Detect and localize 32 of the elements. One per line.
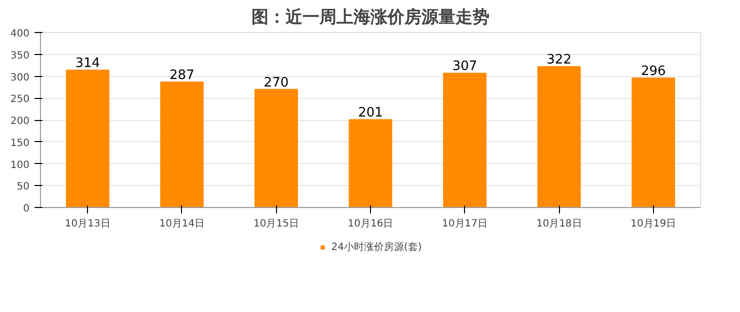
bar <box>632 78 676 208</box>
data-label: 314 <box>75 56 100 72</box>
bar <box>254 88 298 208</box>
y-tick-label: 300 <box>10 72 30 84</box>
y-tick-label: 350 <box>10 50 30 62</box>
data-label: 307 <box>452 59 478 74</box>
x-tick-label: 10月16日 <box>348 218 394 230</box>
x-tick-label: 10月14日 <box>159 218 205 230</box>
data-label: 322 <box>546 52 572 68</box>
data-label: 296 <box>640 64 666 79</box>
data-label: 287 <box>170 68 194 83</box>
x-tick-label: 10月17日 <box>442 218 488 230</box>
bar <box>443 72 486 208</box>
data-label: 270 <box>264 75 289 90</box>
bar <box>160 81 204 208</box>
y-tick-label: 400 <box>10 28 30 40</box>
chart-title: 图：近一周上海涨价房源量走势 <box>252 8 490 28</box>
data-label: 201 <box>358 106 383 121</box>
y-tick-label: 250 <box>10 94 30 106</box>
x-tick-label: 10月18日 <box>536 218 582 230</box>
bar <box>348 119 392 208</box>
y-tick-label: 100 <box>10 160 30 171</box>
y-tick-label: 200 <box>10 116 30 127</box>
y-tick-label: 0 <box>23 204 30 214</box>
bar <box>537 66 581 208</box>
legend-label: 24小时涨价房源(套) <box>331 240 422 254</box>
y-tick-label: 50 <box>16 182 30 193</box>
x-tick-label: 10月13日 <box>64 218 110 230</box>
y-tick-label: 150 <box>10 138 30 149</box>
bar <box>66 70 110 208</box>
x-tick-label: 10月15日 <box>253 218 299 230</box>
x-tick-label: 10月19日 <box>630 218 676 230</box>
